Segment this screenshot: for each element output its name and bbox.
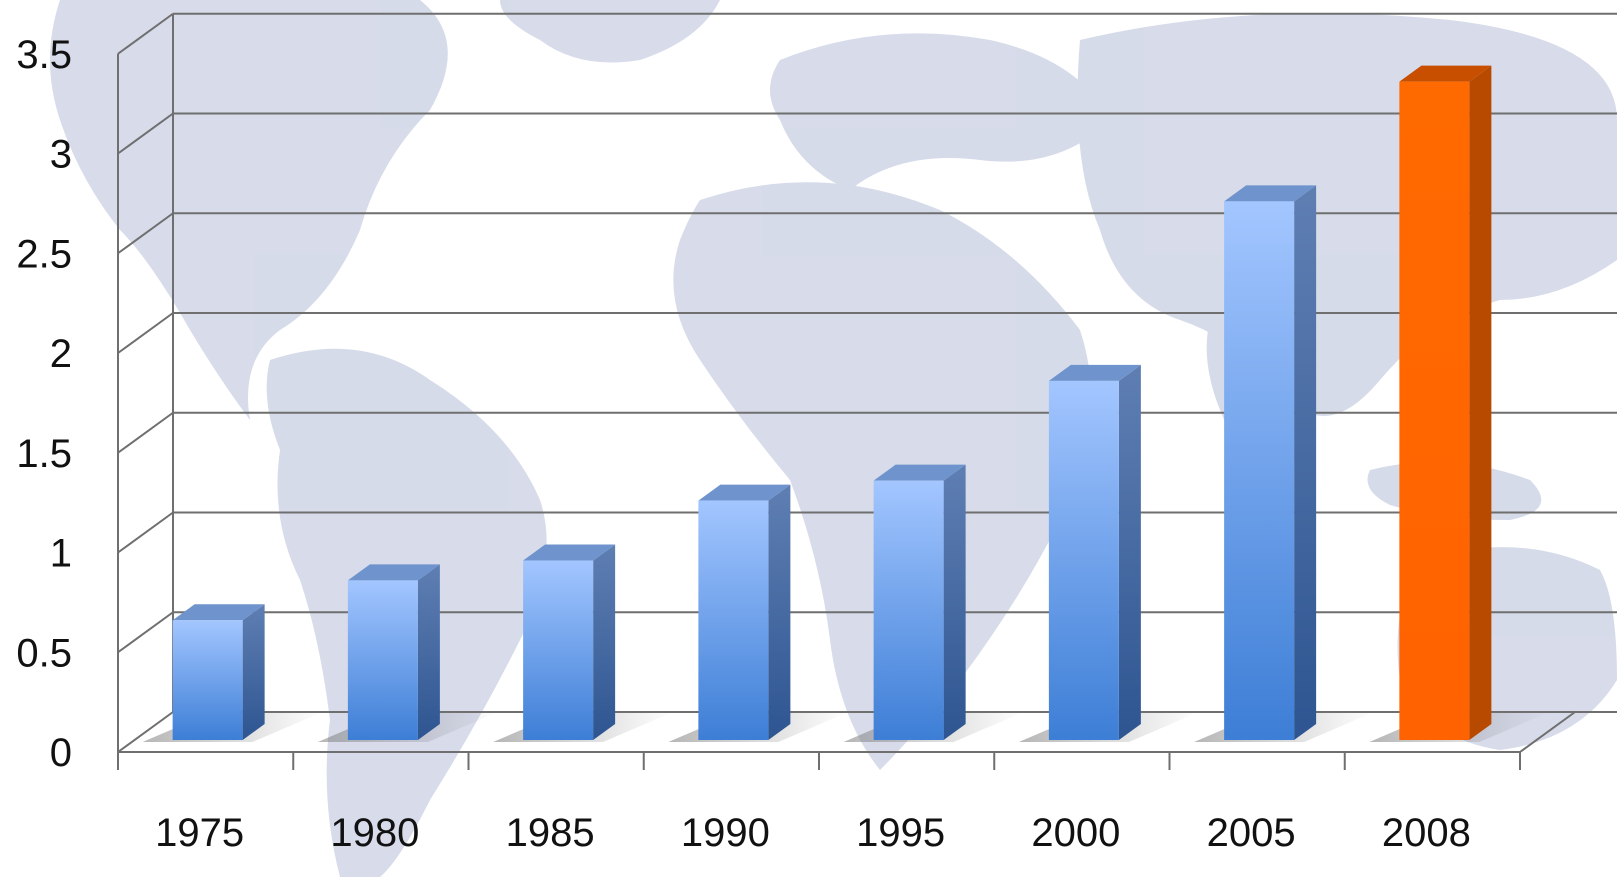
x-tick-label: 1985 (506, 811, 595, 855)
bar-2008 (1399, 65, 1492, 740)
bar-top (1399, 65, 1492, 82)
x-tick-label: 2008 (1382, 811, 1471, 855)
bar-1985 (523, 544, 616, 740)
bar-side (593, 544, 616, 740)
map-asia (1077, 13, 1617, 416)
bar-side (768, 484, 791, 740)
y-tick-label: 2.5 (16, 232, 72, 276)
bar-1990 (698, 484, 791, 740)
gridline-side (117, 411, 174, 454)
bar-2000 (1048, 364, 1141, 740)
gridline-side (117, 511, 174, 554)
y-tick-label: 1 (50, 532, 72, 576)
gridline-side (117, 112, 174, 155)
map-north-america (50, 0, 448, 420)
y-tick-label: 1.5 (16, 432, 72, 476)
bar-top (1224, 185, 1317, 202)
bar (1224, 201, 1295, 741)
bar-side (242, 604, 265, 740)
bars (172, 65, 1492, 741)
floor-right-edge (1519, 711, 1576, 753)
gridline-side (117, 12, 174, 55)
x-tick-label: 2000 (1031, 811, 1120, 855)
bar (698, 500, 769, 740)
bar (873, 480, 944, 740)
bar-1975 (172, 604, 265, 740)
bar-side (417, 564, 440, 740)
y-tick-label: 3 (50, 133, 72, 177)
bar (1399, 81, 1470, 740)
bar-top (698, 484, 791, 501)
gridline-side (117, 212, 174, 255)
x-tick-label: 1995 (856, 811, 945, 855)
bar-2005 (1224, 185, 1317, 741)
x-axis-ticks: 1975 1980 1985 1990 1995 2000 2005 2008 (155, 811, 1471, 855)
y-tick-label: 0 (50, 731, 72, 775)
x-tick-label: 1980 (330, 811, 419, 855)
bar (172, 620, 243, 740)
bar-side (1118, 364, 1141, 740)
map-greenland (500, 0, 720, 63)
y-tick-label: 0.5 (16, 631, 72, 675)
world-map-background (50, 0, 1617, 877)
y-tick-label: 2 (50, 332, 72, 376)
bar-1995 (873, 464, 966, 740)
gridline-side (117, 312, 174, 354)
bar-side (1469, 65, 1492, 740)
bar (1048, 380, 1119, 740)
bar (347, 580, 418, 740)
chart-floor (117, 711, 1576, 770)
gridline-side (117, 611, 174, 654)
map-europe (770, 33, 1110, 191)
x-tick-label: 2005 (1207, 811, 1296, 855)
bar-top (1048, 364, 1141, 381)
bar-top (347, 564, 440, 581)
gridline-side (117, 711, 174, 753)
y-tick-label: 3.5 (16, 33, 72, 77)
bar (523, 560, 594, 740)
x-tick-label: 1975 (155, 811, 244, 855)
y-axis-ticks: 0 0.5 1 1.5 2 2.5 3 3.5 (16, 33, 72, 775)
bar-side (1294, 185, 1317, 741)
bar-top (873, 464, 966, 481)
x-tick-label: 1990 (681, 811, 770, 855)
bar-1980 (347, 564, 440, 740)
bar-top (172, 604, 265, 621)
bar-side (943, 464, 966, 740)
bar-top (523, 544, 616, 561)
